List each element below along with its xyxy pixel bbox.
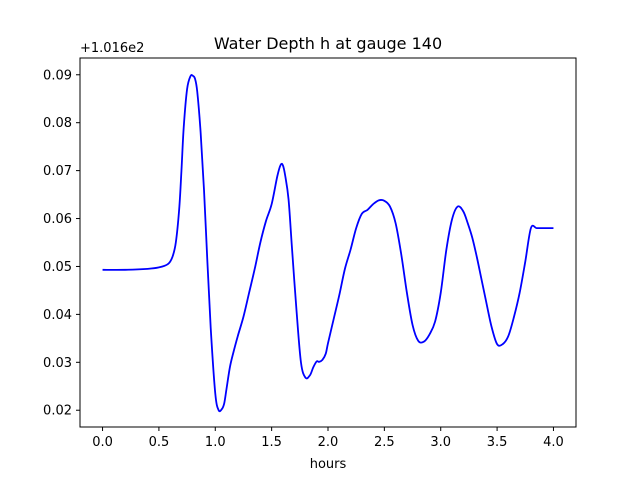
series-line xyxy=(102,74,554,413)
x-tick-label: 2.5 xyxy=(374,435,395,450)
x-tick-label: 0.5 xyxy=(149,435,170,450)
x-tick-label: 4.0 xyxy=(543,435,564,450)
y-tick-label: 0.04 xyxy=(43,308,72,323)
x-axis-ticks: 0.0 0.5 1.0 1.5 2.0 2.5 3.0 3.5 4.0 xyxy=(92,427,564,450)
y-tick-label: 0.09 xyxy=(43,68,72,83)
y-tick-label: 0.05 xyxy=(43,260,72,275)
x-axis-label: hours xyxy=(310,457,347,472)
x-tick-label: 3.0 xyxy=(430,435,451,450)
x-tick-label: 2.0 xyxy=(318,435,339,450)
y-tick-label: 0.06 xyxy=(43,212,72,227)
y-tick-label: 0.07 xyxy=(43,164,72,179)
plot-frame xyxy=(79,57,577,428)
series-layer xyxy=(102,74,554,413)
y-tick-label: 0.02 xyxy=(43,404,72,419)
y-axis-ticks: 0.02 0.03 0.04 0.05 0.06 0.07 0.08 0.09 xyxy=(43,68,80,419)
x-tick-label: 0.0 xyxy=(92,435,113,450)
x-tick-label: 1.0 xyxy=(205,435,226,450)
chart-title: Water Depth h at gauge 140 xyxy=(214,34,442,53)
x-tick-label: 3.5 xyxy=(487,435,508,450)
x-tick-label: 1.5 xyxy=(261,435,282,450)
y-tick-label: 0.03 xyxy=(43,356,72,371)
y-axis-offset-label: +1.016e2 xyxy=(80,41,144,56)
y-tick-label: 0.08 xyxy=(43,116,72,131)
